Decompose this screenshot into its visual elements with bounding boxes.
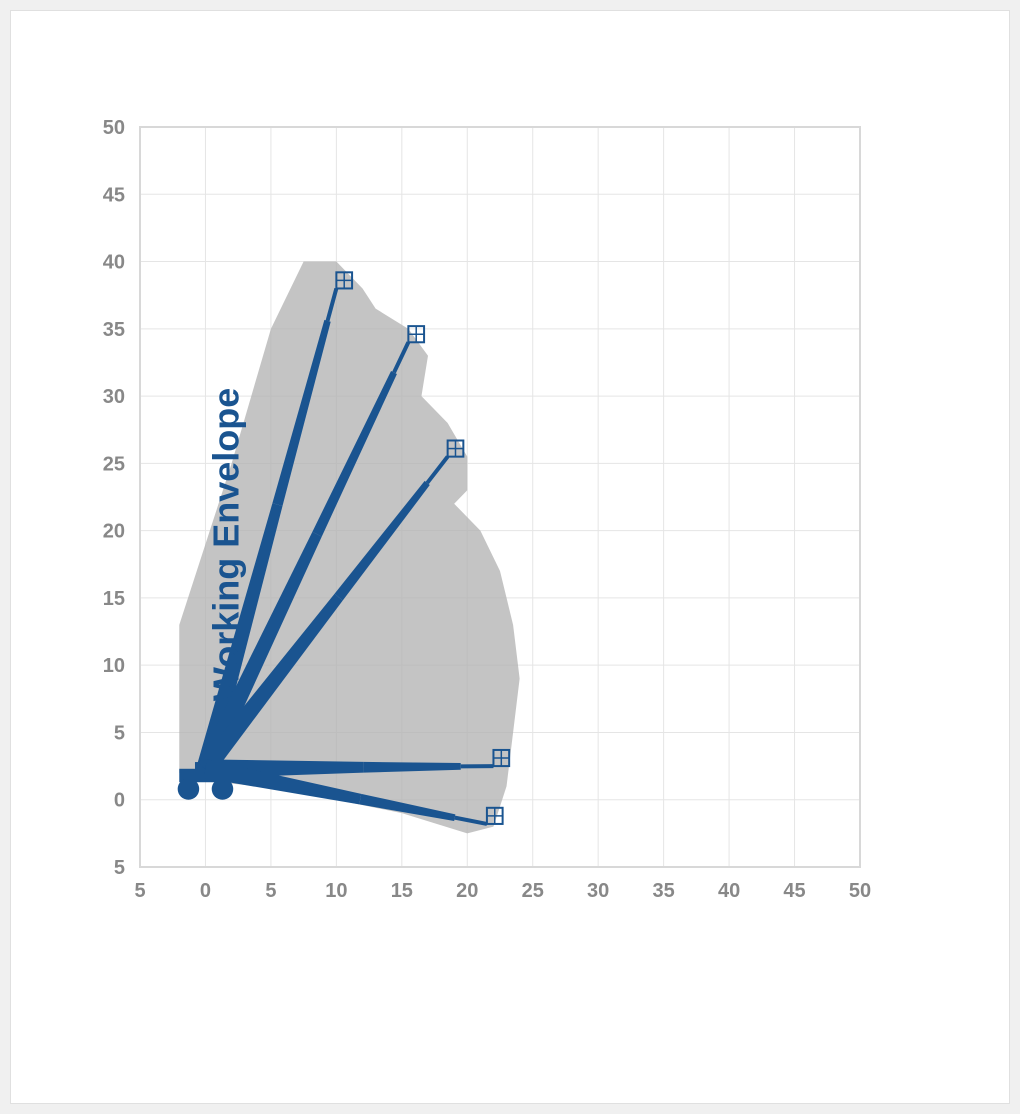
svg-text:40: 40 xyxy=(718,880,740,902)
svg-text:25: 25 xyxy=(522,880,544,902)
svg-text:20: 20 xyxy=(103,521,125,543)
x-axis-labels: 505101520253035404550 xyxy=(134,880,871,902)
svg-text:5: 5 xyxy=(265,880,276,902)
svg-text:0: 0 xyxy=(200,880,211,902)
svg-text:35: 35 xyxy=(653,880,675,902)
svg-text:30: 30 xyxy=(587,880,609,902)
svg-text:25: 25 xyxy=(103,453,125,475)
y-axis-labels: 505101520253035404550 xyxy=(103,117,125,879)
svg-text:5: 5 xyxy=(114,722,125,744)
y-axis-title: Working Envelope xyxy=(206,388,248,701)
svg-text:20: 20 xyxy=(456,880,478,902)
svg-text:40: 40 xyxy=(103,252,125,274)
svg-text:15: 15 xyxy=(103,588,125,610)
svg-text:50: 50 xyxy=(103,117,125,139)
svg-text:10: 10 xyxy=(103,655,125,677)
svg-text:30: 30 xyxy=(103,386,125,408)
svg-text:5: 5 xyxy=(114,857,125,879)
chart-container: Working Envelope 50510152025303540455050… xyxy=(60,107,960,1007)
svg-text:0: 0 xyxy=(114,790,125,812)
svg-text:50: 50 xyxy=(849,880,871,902)
svg-text:35: 35 xyxy=(103,319,125,341)
working-envelope-chart: 5051015202530354045505051015202530354045… xyxy=(60,107,880,927)
svg-text:10: 10 xyxy=(325,880,347,902)
svg-text:45: 45 xyxy=(783,880,805,902)
svg-text:45: 45 xyxy=(103,184,125,206)
chart-frame: Working Envelope 50510152025303540455050… xyxy=(10,10,1010,1104)
svg-text:15: 15 xyxy=(391,880,413,902)
svg-text:5: 5 xyxy=(134,880,145,902)
